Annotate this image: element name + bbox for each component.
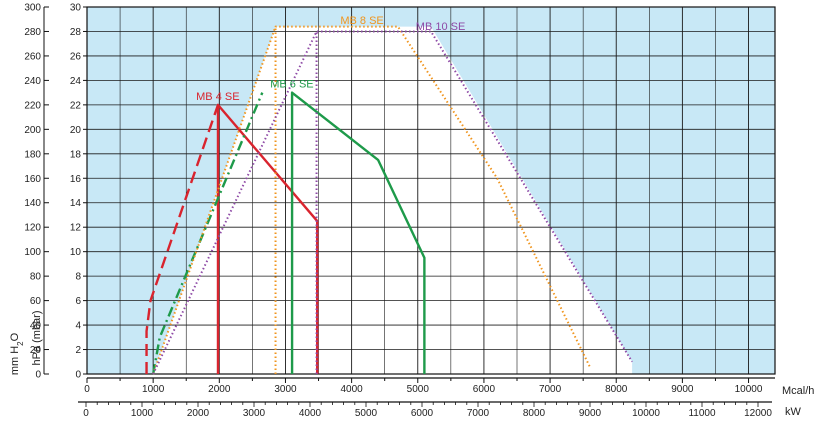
series-layer (145, 25, 633, 375)
series-label-mb-10-se: MB 10 SE (416, 21, 466, 33)
y-inner-tick-label: 4 (75, 321, 81, 332)
plot-background (87, 7, 775, 374)
y-inner-tick-label: 20 (70, 125, 82, 136)
y-inner-tick-label: 0 (75, 370, 81, 381)
x-bottom-tick-label: 2000 (187, 408, 210, 419)
y-outer-tick-label: 220 (24, 100, 41, 111)
series-line-mb-4-se (145, 104, 220, 374)
x-bottom-tick-label: 7000 (467, 408, 490, 419)
y-outer-tick-label: 160 (24, 174, 41, 185)
x-bottom-tick-label: 9000 (579, 408, 602, 419)
x-top-axis-title: Mcal/h (782, 385, 814, 397)
x-bottom-tick-label: 0 (83, 408, 89, 419)
x-top-tick-label: 7000 (539, 384, 562, 395)
x-bottom-tick-label: 3000 (243, 408, 266, 419)
y-inner-tick-label: 10 (70, 247, 82, 258)
y-outer-tick-label: 180 (24, 149, 41, 160)
y-inner-tick-label: 30 (70, 3, 82, 14)
y-inner-tick-label: 2 (75, 345, 81, 356)
y-outer-tick-label: 0 (35, 370, 41, 381)
operating-envelope (153, 26, 633, 374)
series-label-mb-6-se: MB 6 SE (270, 79, 313, 91)
y-outer-tick-label: 300 (24, 3, 41, 14)
x-top-tick-label: 9000 (671, 384, 694, 395)
axes: 0204060801001201401601802002202402602803… (24, 3, 775, 419)
x-top-tick-label: 6000 (473, 384, 496, 395)
x-top-tick-label: 0 (84, 384, 90, 395)
y-outer-tick-label: 140 (24, 198, 41, 209)
x-top-tick-label: 8000 (605, 384, 628, 395)
x-top-tick-label: 3000 (274, 384, 297, 395)
y-outer-tick-label: 200 (24, 125, 41, 136)
y-inner-tick-label: 14 (70, 198, 82, 209)
gridlines (86, 6, 776, 375)
series-line-mb-6-se (151, 92, 264, 375)
series-label-mb-8-se: MB 8 SE (340, 15, 383, 27)
x-bottom-tick-label: 1000 (131, 408, 154, 419)
y-outer-tick-label: 60 (30, 296, 42, 307)
series-mb-10-se (152, 30, 633, 375)
y-inner-tick-label: 12 (70, 223, 82, 234)
y-outer-axis-title: mm H2O (9, 332, 25, 375)
y-inner-tick-label: 28 (70, 27, 82, 38)
y-outer-tick-label: 100 (24, 247, 41, 258)
x-bottom-tick-label: 11000 (688, 408, 716, 419)
y-inner-tick-label: 24 (70, 76, 82, 87)
y-inner-axis-title: hPa (mbar) (31, 310, 43, 365)
x-bottom-tick-label: 10000 (632, 408, 660, 419)
y-outer-tick-label: 280 (24, 27, 41, 38)
y-inner-tick-label: 16 (70, 174, 82, 185)
y-outer-axis-title-main: mm H (9, 346, 21, 375)
y-outer-tick-label: 260 (24, 51, 41, 62)
x-bottom-tick-label: 6000 (411, 408, 434, 419)
y-inner-tick-label: 8 (75, 272, 81, 283)
x-top-tick-label: 4000 (340, 384, 363, 395)
y-outer-tick-label: 80 (30, 272, 42, 283)
y-inner-tick-label: 6 (75, 296, 81, 307)
x-bottom-tick-label: 8000 (523, 408, 546, 419)
x-bottom-tick-label: 4000 (299, 408, 322, 419)
x-bottom-axis-title: kW (785, 406, 802, 418)
x-bottom-tick-label: 5000 (355, 408, 378, 419)
y-inner-tick-label: 18 (70, 149, 82, 160)
series-label-mb-4-se: MB 4 SE (196, 91, 239, 103)
series-labels: MB 4 SE MB 6 SE MB 8 SE MB 10 SE (196, 15, 465, 103)
x-top-tick-label: 1000 (142, 384, 165, 395)
y-outer-tick-label: 120 (24, 223, 41, 234)
x-top-tick-label: 2000 (208, 384, 231, 395)
y-outer-tick-label: 20 (30, 345, 42, 356)
x-top-tick-label: 5000 (407, 384, 430, 395)
x-bottom-tick-label: 12000 (744, 408, 772, 419)
y-outer-tick-label: 40 (30, 321, 42, 332)
y-outer-tick-label: 240 (24, 76, 41, 87)
plot-frame (86, 6, 776, 375)
x-top-tick-label: 10000 (735, 384, 763, 395)
series-line-mb-10-se (152, 30, 633, 375)
y-outer-axis-title-tail: O (9, 332, 21, 341)
y-outer-axis-title-sub: 2 (16, 341, 25, 346)
y-inner-tick-label: 26 (70, 51, 82, 62)
y-inner-tick-label: 22 (70, 100, 82, 111)
